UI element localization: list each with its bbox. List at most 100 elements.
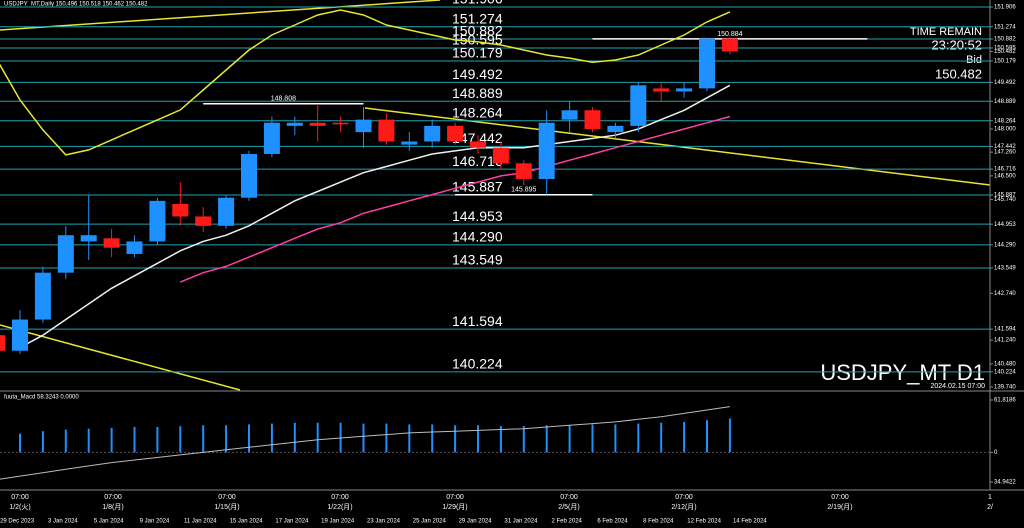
candle-body (12, 319, 28, 351)
date-label: 9 Jan 2024 (140, 519, 170, 525)
candle-body (172, 203, 189, 217)
day-label: 1/8(月) (102, 503, 123, 511)
time-label: 07:00 (104, 494, 122, 501)
candle-body (676, 88, 693, 92)
day-label: 1/22(月) (327, 503, 352, 511)
candle-body (103, 238, 120, 248)
candle-body (584, 110, 601, 130)
macd-label: fuuta_Macd 58.3243 0.0000 (4, 395, 79, 401)
y-tick-label: 151.906 (994, 5, 1016, 11)
candle-body (241, 153, 257, 198)
macd-bar (545, 425, 548, 453)
macd-bar (614, 424, 617, 453)
candle-body (492, 147, 509, 164)
candle-body (309, 122, 326, 126)
macd-bar (683, 421, 686, 453)
macd-bar (316, 422, 319, 453)
candle-body (332, 122, 349, 125)
y-tick-label: 141.594 (994, 327, 1016, 333)
y-tick-label: 150.179 (994, 59, 1016, 65)
y-tick-label: 140.480 (994, 361, 1016, 367)
time-label: 07:00 (831, 494, 849, 501)
level-label: 146.716 (452, 153, 503, 169)
macd-bar (156, 426, 159, 453)
macd-bar (431, 424, 434, 453)
macd-bar (270, 423, 273, 453)
macd-bar (179, 426, 182, 453)
date-label: 23 Jan 2024 (367, 519, 401, 525)
marker-label: 148.808 (271, 96, 296, 103)
indicator-line (19, 84, 731, 349)
level-label: 145.887 (452, 179, 503, 195)
indicator-line (0, 9, 731, 156)
y-tick-label: 150.882 (994, 37, 1016, 43)
y-tick-label: 145.740 (994, 197, 1016, 203)
candle-body (218, 197, 235, 226)
y-tick-label: 146.500 (994, 173, 1016, 179)
macd-bar (133, 426, 136, 453)
macd-tick-label: 0 (994, 450, 998, 456)
level-label: 151.906 (452, 0, 503, 7)
macd-bar (248, 424, 250, 453)
day-label: 2/19(月) (827, 503, 852, 511)
macd-bar (385, 423, 388, 453)
level-label: 150.882 (452, 23, 503, 39)
candle-body (355, 119, 372, 133)
date-label: 3 Jan 2024 (48, 519, 78, 525)
macd-tick-label: 34.9422 (994, 480, 1016, 486)
macd-bar (591, 424, 594, 453)
macd-bar (64, 429, 67, 453)
candle-body (286, 122, 303, 126)
y-tick-label: 150.482 (994, 49, 1016, 55)
day-label: 2/5(月) (558, 503, 579, 511)
y-tick-label: 139.740 (994, 385, 1016, 391)
level-label: 150.179 (452, 45, 503, 61)
date-label: 29 Jan 2024 (459, 519, 493, 525)
candle-body (149, 200, 166, 242)
y-tick-label: 150.595 (994, 46, 1016, 52)
candle-body (126, 241, 143, 254)
time-label: 07:00 (446, 494, 464, 501)
y-tick-label: 142.740 (994, 291, 1016, 297)
y-tick-label: 145.887 (994, 193, 1016, 199)
macd-bar (568, 425, 571, 453)
macd-signal (0, 406, 730, 480)
day-label: 2/12(月) (671, 503, 696, 511)
time-label: 07:00 (675, 494, 693, 501)
candle-body (607, 125, 624, 133)
candle-body (195, 216, 212, 226)
date-label: 19 Jan 2024 (321, 519, 355, 525)
day-label: 2/ (987, 504, 993, 511)
y-tick-label: 146.716 (994, 167, 1016, 173)
y-tick-label: 143.549 (994, 266, 1016, 272)
bid-label: Bid (966, 54, 982, 66)
day-label: 1/2(火) (9, 503, 30, 511)
y-tick-label: 144.953 (994, 222, 1016, 228)
indicator-line (180, 115, 731, 283)
date-label: 29 Dec 2023 (0, 519, 35, 525)
level-label: 148.264 (452, 104, 503, 120)
date-label: 8 Feb 2024 (643, 519, 674, 525)
date-label: 5 Jan 2024 (94, 519, 124, 525)
candle-body (378, 119, 395, 142)
date-label: 25 Jan 2024 (413, 519, 447, 525)
macd-bar (202, 425, 205, 453)
macd-tick-label: 61.8186 (994, 398, 1016, 404)
macd-bar (225, 425, 228, 453)
level-label: 143.549 (452, 252, 503, 268)
y-tick-label: 144.290 (994, 242, 1016, 248)
candle-body (630, 85, 647, 126)
time-label: 07:00 (331, 494, 349, 501)
date-label: 12 Feb 2024 (687, 519, 721, 525)
candle-body (401, 141, 418, 145)
day-label: 1/29(月) (442, 503, 467, 511)
marker-label: 150.884 (717, 31, 742, 38)
y-tick-label: 149.492 (994, 80, 1016, 86)
chart-title: USDJPY_MT,Daily 150.496 150.518 150.462 … (4, 2, 148, 8)
macd-bar (660, 422, 663, 453)
macd-bar (637, 423, 640, 453)
candle-body (721, 38, 738, 52)
macd-bar (522, 426, 525, 453)
date-label: 17 Jan 2024 (275, 519, 309, 525)
